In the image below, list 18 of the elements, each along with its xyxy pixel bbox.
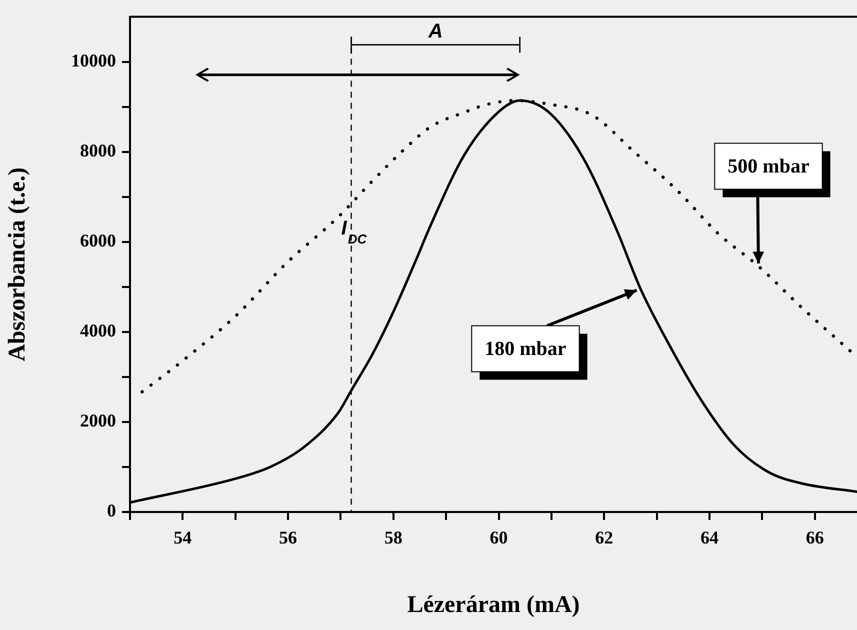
text: 180 mbar <box>484 338 566 360</box>
x-tick-label: 66 <box>806 527 824 548</box>
x-axis-title: Lézeráram (mA) <box>407 592 580 618</box>
y-tick-label: 4000 <box>80 320 116 341</box>
x-tick-label: 64 <box>700 527 718 548</box>
y-tick-label: 10000 <box>71 50 116 70</box>
text: 500 mbar <box>728 155 810 178</box>
y-tick-label: 2000 <box>80 410 116 431</box>
x-tick-label: 62 <box>595 527 614 548</box>
x-tick-label: 56 <box>279 527 298 548</box>
y-axis-title: Abszorbancia (t.e.) <box>4 167 31 362</box>
annotation: A <box>427 20 443 42</box>
y-tick-label: 8000 <box>80 140 116 161</box>
y-tick-label: 0 <box>107 500 116 521</box>
x-tick-label: 58 <box>384 527 402 548</box>
y-tick-label: 6000 <box>80 230 116 251</box>
x-tick-label: 60 <box>490 527 508 548</box>
x-tick-label: 54 <box>174 527 192 548</box>
